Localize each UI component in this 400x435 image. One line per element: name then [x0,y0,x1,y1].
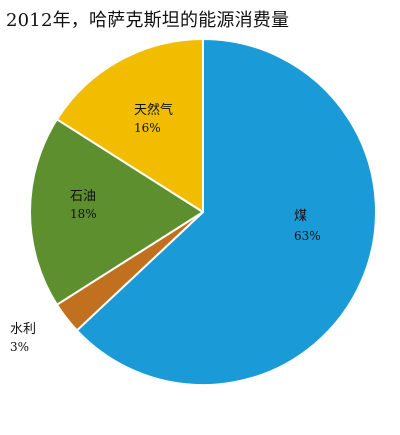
chart-title: 2012年，哈萨克斯坦的能源消费量 [6,10,290,31]
pie-slice-3 [55,38,204,213]
slice-label-1: 水利 [10,322,36,337]
slice-value-1: 3% [10,340,29,354]
slice-value-2: 18% [70,207,97,221]
slice-value-3: 16% [134,121,161,135]
slice-label-3: 天然气 [134,102,173,118]
slice-value-0: 63% [294,229,321,243]
slice-label-2: 石油 [70,189,96,204]
pie-slice-0 [75,38,377,386]
pie-slice-2 [29,118,204,306]
slice-label-0: 煤 [294,209,307,224]
